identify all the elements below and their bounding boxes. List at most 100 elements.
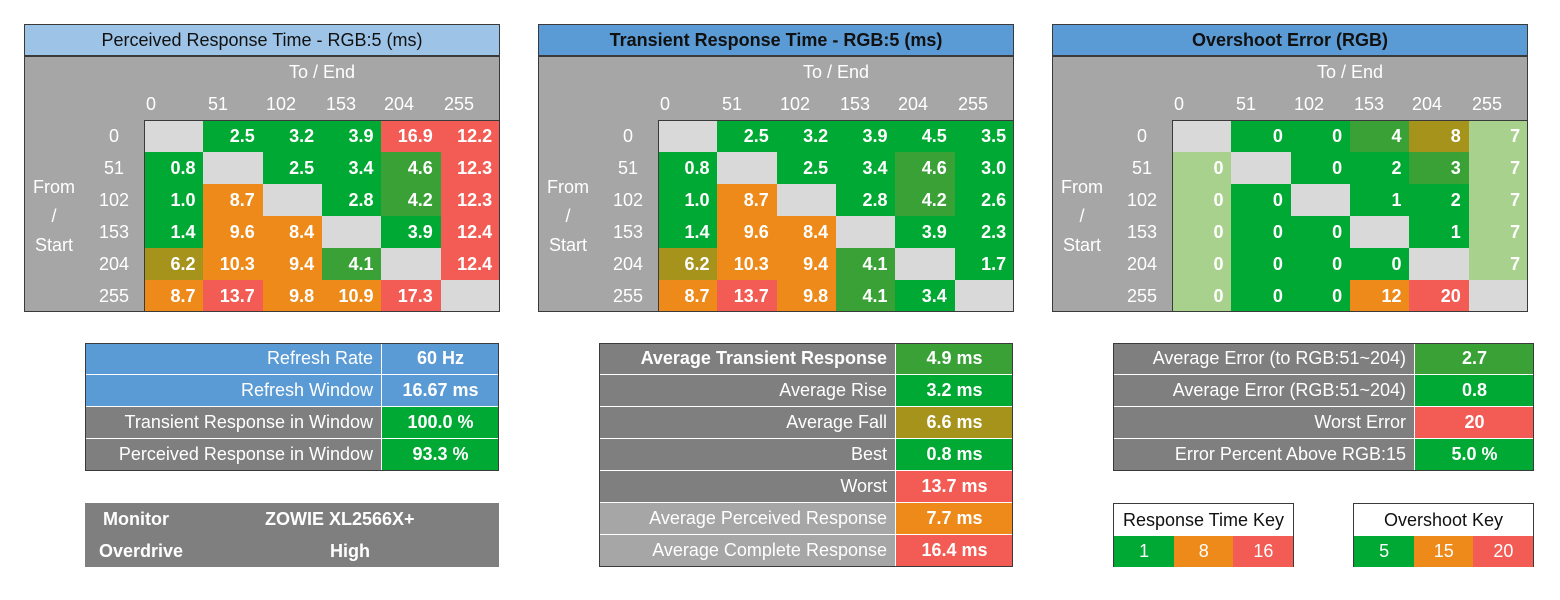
row-header: 204: [84, 248, 144, 280]
matrix-cell: 0: [1172, 152, 1232, 184]
matrix-cell: [835, 216, 896, 248]
stat-value: 4.9 ms: [895, 343, 1013, 375]
matrix-cell: 12: [1349, 280, 1410, 312]
from-start-label: From / Start: [24, 120, 85, 312]
matrix-cell: [1468, 280, 1529, 312]
matrix-cell: 0: [1290, 216, 1351, 248]
matrix-cell: 8.4: [262, 216, 323, 248]
stat-label: Average Error (RGB:51~204): [1113, 375, 1414, 407]
stat-value: 93.3 %: [381, 439, 499, 471]
matrix-cell: 4: [1349, 120, 1410, 152]
matrix-corner: [24, 56, 144, 120]
matrix-cell: 9.6: [203, 216, 263, 248]
transient-panel: Average Transient Response 4.9 ms Average …: [599, 343, 1013, 567]
matrix-cell: 13.7: [717, 280, 777, 312]
stat-label: Average Perceived Response: [599, 503, 895, 535]
error-panel: Average Error (to RGB:51~204) 2.7 Average …: [1113, 343, 1534, 471]
column-header: 255: [958, 94, 989, 114]
matrix-cell: [895, 248, 955, 280]
matrix-cell: 8.7: [203, 184, 263, 216]
matrix-cell: 12.3: [440, 152, 501, 184]
matrix-cell: 1: [1349, 184, 1410, 216]
matrix-cell: 0: [1172, 248, 1232, 280]
overdrive-label: Overdrive: [99, 541, 184, 561]
from-start-word: Start: [1062, 234, 1101, 255]
row-header: 51: [598, 152, 658, 184]
from-start-word: /: [565, 205, 571, 226]
column-header: 204: [1412, 94, 1443, 114]
matrix-cell: 2.5: [262, 152, 323, 184]
matrix-cell: 0: [1290, 280, 1351, 312]
matrix-cell: 3.4: [835, 152, 896, 184]
matrix-cell: 2.8: [835, 184, 896, 216]
stat-value: 7.7 ms: [895, 503, 1013, 535]
stat-value: 5.0 %: [1414, 439, 1534, 471]
from-start-word: /: [1079, 205, 1085, 226]
matrix-cell: 1.7: [954, 248, 1015, 280]
matrix-cell: 10.3: [203, 248, 263, 280]
matrix-cell: [381, 248, 441, 280]
row-header: 0: [84, 120, 144, 152]
matrix-cell: [658, 120, 718, 152]
matrix-cell: [1409, 248, 1469, 280]
column-header-row: 0 51 102 153 204 255: [144, 88, 500, 120]
matrix-cell: [717, 152, 777, 184]
column-header: 255: [444, 94, 475, 114]
matrix-cell: 3.2: [262, 120, 323, 152]
matrix-cell: 0: [1349, 248, 1410, 280]
from-start-word: Start: [34, 234, 73, 255]
matrix-cell: 0: [1290, 152, 1351, 184]
matrix-cell: 2: [1349, 152, 1410, 184]
matrix-cell: 3.4: [895, 280, 955, 312]
key-title: Overshoot Key: [1383, 509, 1504, 530]
matrix-cell: 1.0: [658, 184, 718, 216]
matrix-title: Overshoot Error (RGB): [1052, 24, 1528, 56]
row-header: 255: [598, 280, 658, 312]
row-header: 153: [598, 216, 658, 248]
monitor-label: Monitor: [103, 509, 169, 529]
matrix-cell: 0: [1172, 216, 1232, 248]
row-header: 51: [84, 152, 144, 184]
matrix-cell: 9.8: [776, 280, 837, 312]
row-header: 204: [598, 248, 658, 280]
matrix-cell: 2.6: [954, 184, 1015, 216]
matrix-cell: 12.3: [440, 184, 501, 216]
key-swatch: 5: [1354, 536, 1415, 567]
matrix-cell: [776, 184, 837, 216]
matrix-transient: Transient Response Time - RGB:5 (ms) To /…: [538, 24, 1015, 312]
matrix-cell: 12.4: [440, 216, 501, 248]
matrix-cell: 8.4: [776, 216, 837, 248]
key-swatch: 1: [1114, 536, 1175, 567]
matrix-cell: 3.0: [954, 152, 1015, 184]
matrix-cell: [440, 280, 501, 312]
column-header: 102: [1294, 94, 1325, 114]
matrix-cell: [1172, 120, 1232, 152]
stat-label: Average Rise: [599, 375, 895, 407]
column-header: 51: [1236, 94, 1257, 114]
matrix-cell: 10.9: [321, 280, 382, 312]
stat-value: 16.4 ms: [895, 535, 1013, 567]
matrix-cell: [1349, 216, 1410, 248]
stat-value: 16.67 ms: [381, 375, 499, 407]
matrix-cell: 9.4: [262, 248, 323, 280]
column-header: 0: [1174, 94, 1185, 114]
matrix-cell: 12.2: [440, 120, 501, 152]
stat-value: 60 Hz: [381, 343, 499, 375]
stat-label: Average Complete Response: [599, 535, 895, 567]
matrix-cell: 3.9: [381, 216, 441, 248]
matrix-cell: 1.4: [658, 216, 718, 248]
stat-value: 20: [1414, 407, 1534, 439]
stat-value: 100.0 %: [381, 407, 499, 439]
matrix-cell: 0: [1231, 216, 1291, 248]
matrix-cell: 7: [1468, 152, 1529, 184]
row-header: 153: [84, 216, 144, 248]
matrix-cell: 6.2: [658, 248, 718, 280]
row-header: 102: [84, 184, 144, 216]
column-header: 153: [1354, 94, 1385, 114]
matrix-title: Transient Response Time - RGB:5 (ms): [538, 24, 1014, 56]
matrix-cell: 6.2: [144, 248, 204, 280]
stat-label: Average Transient Response: [599, 343, 895, 375]
stat-label: Average Fall: [599, 407, 895, 439]
from-start-word: From: [547, 176, 589, 197]
key-swatch: 8: [1173, 536, 1234, 567]
